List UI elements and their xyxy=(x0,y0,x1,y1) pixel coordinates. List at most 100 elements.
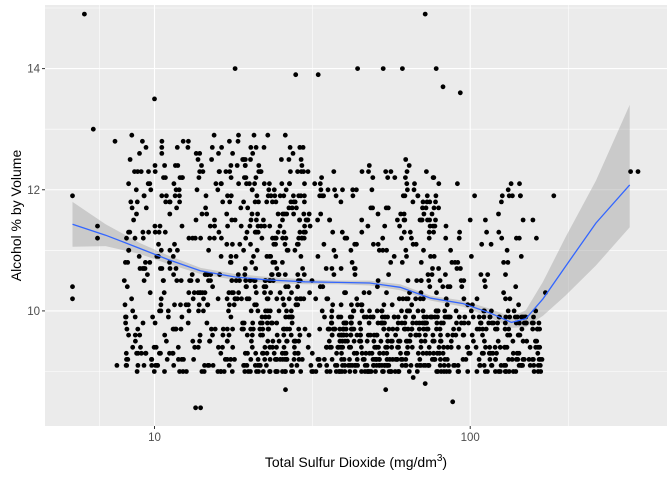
data-point xyxy=(411,187,417,193)
data-point xyxy=(403,350,409,356)
data-point xyxy=(219,235,224,241)
data-point xyxy=(124,326,130,332)
data-point xyxy=(221,369,227,374)
data-point xyxy=(436,344,442,350)
data-point xyxy=(384,290,389,296)
data-point xyxy=(252,199,258,205)
data-point xyxy=(141,193,147,199)
data-point xyxy=(255,211,260,217)
data-point xyxy=(322,314,327,320)
data-point xyxy=(438,332,443,338)
data-point xyxy=(359,229,365,235)
x-tick-label: 10 xyxy=(148,432,161,444)
data-point xyxy=(402,320,408,326)
x-axis-title: Total Sulfur Dioxide (mg/dm3) xyxy=(265,453,447,470)
data-point xyxy=(551,193,557,199)
data-point xyxy=(228,260,234,265)
data-point xyxy=(192,235,198,241)
data-point xyxy=(296,278,301,283)
data-point xyxy=(391,254,397,259)
data-point xyxy=(352,272,358,277)
data-point xyxy=(135,363,141,368)
data-point xyxy=(248,369,253,374)
data-point xyxy=(301,235,307,241)
data-point xyxy=(193,151,199,156)
data-point xyxy=(442,308,448,314)
data-point xyxy=(167,266,173,271)
data-point xyxy=(220,199,226,205)
data-point xyxy=(329,332,335,338)
data-point xyxy=(178,326,184,332)
data-point xyxy=(321,193,326,199)
data-point xyxy=(514,350,520,356)
data-point xyxy=(181,357,186,362)
data-point xyxy=(535,350,541,356)
data-point xyxy=(380,66,386,71)
data-point xyxy=(417,320,422,326)
data-point xyxy=(264,296,270,302)
data-point xyxy=(217,169,222,175)
data-point xyxy=(134,199,140,205)
data-point xyxy=(403,338,409,344)
data-point xyxy=(228,314,234,320)
data-point xyxy=(255,357,261,362)
data-point xyxy=(276,308,282,314)
data-point xyxy=(380,235,386,241)
data-point xyxy=(253,266,259,271)
data-point xyxy=(518,254,524,259)
data-point xyxy=(204,272,210,277)
data-point xyxy=(434,350,440,356)
data-point xyxy=(343,290,348,296)
data-point xyxy=(140,138,145,144)
data-point xyxy=(269,272,275,277)
data-point xyxy=(343,320,349,326)
data-point xyxy=(297,332,303,338)
data-point xyxy=(282,369,288,374)
data-point xyxy=(241,247,247,253)
data-point xyxy=(531,357,536,362)
data-point xyxy=(267,357,273,362)
data-point xyxy=(274,320,280,326)
data-point xyxy=(384,247,389,253)
data-point xyxy=(410,375,416,380)
data-point xyxy=(231,290,236,296)
data-point xyxy=(194,187,200,193)
data-point xyxy=(350,187,356,193)
data-point xyxy=(298,157,304,162)
data-point xyxy=(385,314,390,320)
data-point xyxy=(503,314,509,320)
data-point xyxy=(410,199,416,205)
data-point xyxy=(348,344,354,350)
data-point xyxy=(350,326,355,332)
data-point xyxy=(315,217,320,223)
data-point xyxy=(396,296,402,302)
data-point xyxy=(536,320,542,326)
data-point xyxy=(358,326,364,332)
data-point xyxy=(456,235,462,241)
data-point xyxy=(254,247,260,253)
data-point xyxy=(628,169,633,175)
data-point xyxy=(260,332,265,338)
data-point xyxy=(392,369,398,374)
data-point xyxy=(185,145,191,150)
data-point xyxy=(498,363,504,368)
data-point xyxy=(365,223,371,229)
data-point xyxy=(232,357,237,362)
data-point xyxy=(133,338,138,344)
data-point xyxy=(95,235,100,241)
data-point xyxy=(185,320,191,326)
data-point xyxy=(292,199,298,205)
data-point xyxy=(305,344,311,350)
data-point xyxy=(433,193,439,199)
data-point xyxy=(366,290,372,296)
data-point xyxy=(195,157,201,162)
data-point xyxy=(527,344,533,350)
plot-panel xyxy=(45,5,667,426)
data-point xyxy=(235,138,241,144)
data-point xyxy=(514,357,519,362)
data-point xyxy=(376,344,381,350)
data-point xyxy=(444,369,449,374)
data-point xyxy=(171,363,177,368)
data-point xyxy=(152,320,158,326)
data-point xyxy=(318,211,324,217)
